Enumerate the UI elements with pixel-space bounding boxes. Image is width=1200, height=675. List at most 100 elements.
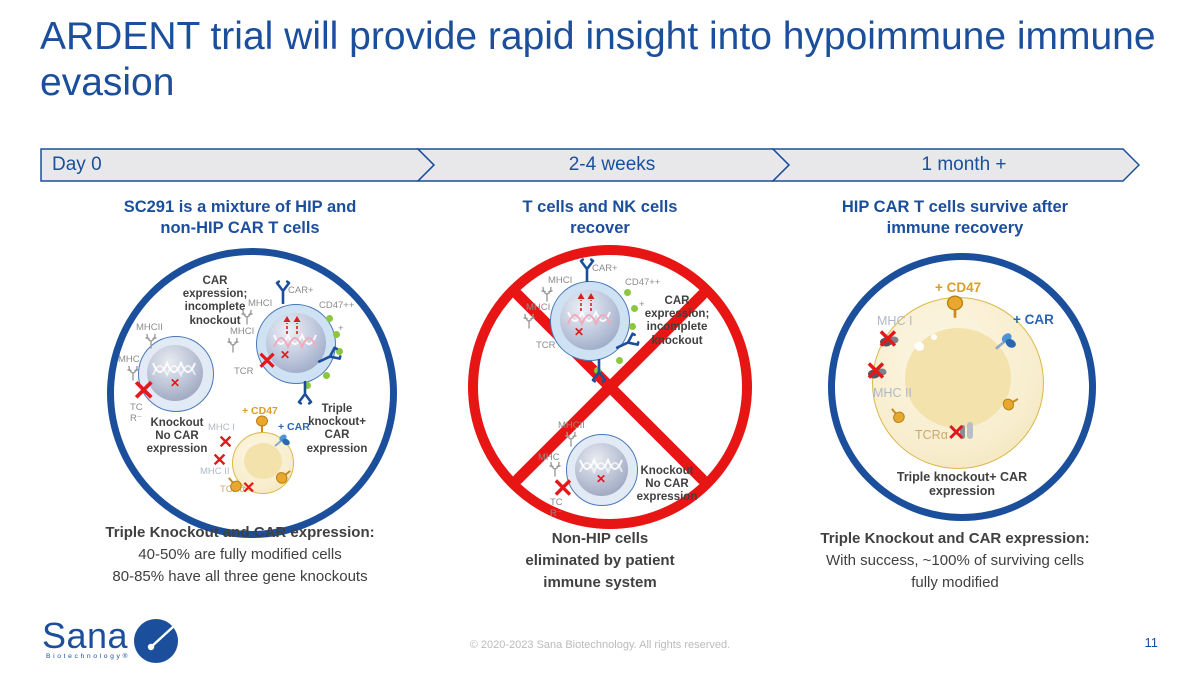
mhc-label: MHC [118, 354, 140, 365]
car-binder-icon [995, 333, 1016, 350]
knocked-mhc-receptor-icon [868, 368, 887, 379]
mhc2-knockout-x-icon: ✕ [212, 450, 228, 470]
cd47-dot-icon [336, 348, 343, 355]
tcr-label-part: R⁻ [550, 507, 562, 519]
tcr-label-part: TC [130, 402, 143, 413]
cd47-plus-plus-label: CD47++ [625, 277, 661, 288]
mhcii-label: MHCII [558, 420, 585, 431]
highlight-dot [931, 334, 937, 340]
crossed-out-x-icon [512, 289, 708, 485]
tcra-label: TCRα [915, 428, 948, 442]
mhc-receptor-icon [541, 286, 553, 302]
mhc-receptor-icon [549, 461, 561, 477]
incomplete-knockout-note: CAR expression; incomplete knockout [644, 295, 710, 347]
day0-circle-diagram: CAR expression; incomplete knockout ✕ CA… [107, 248, 397, 538]
car-receptor-icon [317, 346, 342, 363]
tcr-knockout-x-icon: ✕ [552, 473, 574, 503]
gene-x-icon: ✕ [596, 472, 607, 486]
tcra-knockout-x-icon: ✕ [242, 480, 256, 497]
heading-line: SC291 is a mixture of HIP and [123, 198, 357, 216]
knocked-mhc-receptor-icon [880, 336, 899, 347]
sana-logo-circle-icon [134, 619, 178, 663]
cd47-dot-icon [333, 331, 340, 338]
mhc1-knockout-x-icon: ✕ [218, 432, 234, 452]
tcr-label-part: R⁻ [130, 412, 142, 424]
mhci-label: MHCI [548, 275, 573, 286]
upregulation-arrows-icon [577, 293, 595, 311]
cd47-dot-icon [594, 367, 601, 374]
car-binder-icon [274, 434, 290, 447]
cd47-dot-icon [326, 315, 333, 322]
dna-icon [273, 333, 317, 349]
mhc1-label: MHC I [208, 422, 235, 433]
footer-line: 80-85% have all three gene knockouts [112, 568, 368, 585]
knockout-cell-body: ✕ [147, 345, 203, 401]
knocked-tcr-receptor-icon [960, 422, 973, 439]
sana-logo-text: Sana [42, 615, 129, 656]
tcra-knockout-x-icon: ✕ [947, 420, 966, 445]
upregulation-arrows-icon [283, 316, 301, 334]
gene-x-icon: ✕ [170, 376, 181, 390]
weeks-circle-diagram: ✕ CAR+ MHCI MHCI CD47++ + TCR CAR expres… [468, 245, 752, 529]
timeline-stage-2-4-weeks: 2-4 weeks [568, 154, 656, 175]
cd47-dot-icon [616, 357, 623, 364]
car-cell-body: ✕ [266, 313, 326, 373]
car-receptor-icon [591, 359, 607, 383]
knockout-no-car-note: Knockout No CAR expression [146, 417, 208, 456]
car-receptor-icon [615, 332, 640, 349]
mhc-label: MHC [538, 452, 560, 463]
triple-knockout-note: Triple knockout+ CAR expression [896, 470, 1028, 499]
copyright-text: © 2020-2023 Sana Biotechnology. All righ… [469, 639, 731, 651]
timeline: Day 0 2-4 weeks 1 month + [40, 148, 1140, 182]
mhc-receptor-icon [145, 333, 157, 349]
timeline-chevrons-graphic [40, 148, 1140, 182]
cd47-receptor-icon [891, 408, 905, 424]
dna-icon [567, 310, 611, 326]
page-title: ARDENT trial will provide rapid insight … [40, 15, 1156, 105]
mhc1-label: MHC I [877, 314, 913, 328]
mhc2-label: MHC II [873, 386, 912, 400]
footer-line: eliminated by patient [525, 552, 675, 569]
footer-line: Non-HIP cells [551, 530, 649, 547]
plus-car-label: + CAR [1013, 312, 1054, 327]
footer-line: immune system [543, 574, 657, 591]
tcr-label-part: TC [550, 497, 563, 508]
cd47-receptor-icon [256, 415, 268, 432]
heading-line: immune recovery [886, 219, 1024, 238]
cd47-dot-icon [323, 372, 330, 379]
tcr-knockout-x-icon: ✕ [132, 375, 156, 406]
timeline-stage-day0: Day 0 [52, 154, 102, 175]
dna-icon [152, 361, 196, 377]
mhci-label: MHCI [526, 302, 551, 313]
sana-logo: Sana Biotechnology® [42, 615, 192, 669]
page-number: 11 [1144, 635, 1159, 650]
hip-cell-body-large [872, 297, 1044, 469]
cd47-dot-icon [629, 323, 636, 330]
knockout-cell-body: ✕ [575, 443, 628, 496]
footer-line: fully modified [911, 574, 999, 591]
plus-cd47-label: + CD47 [242, 405, 278, 417]
car-receptor-icon [297, 381, 313, 405]
triple-knockout-note: Triple knockout+ CAR expression [306, 403, 368, 455]
cd47-plus-plus-label: CD47++ [319, 300, 355, 311]
car-receptor-icon [275, 280, 291, 304]
footer-line: Triple Knockout and CAR expression: [105, 524, 375, 541]
cd47-receptor-icon [1002, 398, 1019, 411]
timeline-stage-1-month: 1 month + [921, 154, 1007, 175]
month-circle-diagram: + CD47 + CAR MHC I ✕ ✕ MHC II TCRα ✕ [828, 253, 1096, 521]
footer-line: With success, ~100% of surviving cells [825, 552, 1085, 569]
tcr-knockout-x-icon: ✕ [257, 348, 278, 375]
mhc2-knockout-x-icon: ✕ [865, 356, 887, 386]
car-plus-label: CAR+ [592, 263, 618, 274]
sana-logo-subtext: Biotechnology® [46, 653, 131, 660]
mhci-label: MHCI [230, 326, 255, 337]
gene-x-icon: ✕ [280, 348, 291, 362]
column-heading-day0: SC291 is a mixture of HIP and non-HIP CA… [70, 197, 410, 240]
heading-line: T cells and NK cells [522, 198, 678, 216]
column-heading-weeks: T cells and NK cells recover [450, 197, 750, 240]
car-plus-label: CAR+ [288, 285, 314, 296]
tcr-wrapped-label: TC R⁻ [550, 497, 563, 520]
column-heading-month: HIP CAR T cells survive after immune rec… [775, 197, 1135, 240]
weeks-footer-text: Non-HIP cells eliminated by patient immu… [480, 528, 720, 594]
heading-line: non-HIP CAR T cells [160, 219, 320, 238]
